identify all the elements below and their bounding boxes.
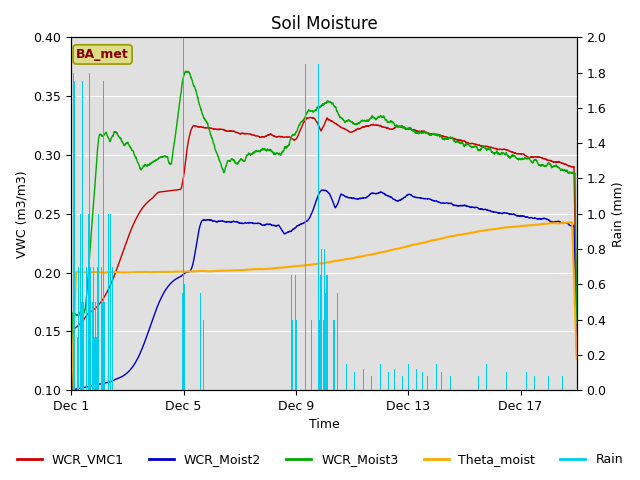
Y-axis label: VWC (m3/m3): VWC (m3/m3)	[15, 170, 28, 258]
Bar	[380, 364, 381, 390]
Bar	[311, 320, 312, 390]
Bar	[103, 214, 104, 390]
Bar	[498, 369, 499, 390]
Bar	[416, 369, 417, 390]
Bar	[104, 302, 105, 390]
Bar	[326, 276, 328, 390]
Bar	[88, 337, 89, 390]
Bar	[203, 320, 204, 390]
Bar	[321, 249, 322, 390]
Bar	[319, 320, 320, 390]
Bar	[402, 376, 403, 390]
Bar	[371, 376, 372, 390]
Bar	[478, 376, 479, 390]
Bar	[95, 302, 96, 390]
Bar	[92, 302, 93, 390]
Y-axis label: Rain (mm): Rain (mm)	[612, 181, 625, 247]
Bar	[305, 276, 307, 390]
Bar	[333, 276, 335, 390]
Bar	[86, 267, 87, 390]
Bar	[534, 376, 535, 390]
Bar	[73, 302, 74, 390]
Bar	[184, 284, 186, 390]
Bar	[291, 276, 292, 390]
Bar	[73, 72, 74, 390]
Bar	[88, 214, 89, 390]
Bar	[81, 302, 82, 390]
Bar	[394, 369, 395, 390]
X-axis label: Time: Time	[308, 419, 339, 432]
Bar	[346, 364, 347, 390]
Bar	[74, 82, 75, 390]
Text: BA_met: BA_met	[76, 48, 129, 61]
Bar	[291, 320, 292, 390]
Bar	[305, 64, 306, 390]
Bar	[333, 320, 334, 390]
Bar	[337, 293, 339, 390]
Bar	[306, 249, 307, 390]
Bar	[320, 276, 321, 390]
Bar	[77, 267, 79, 390]
Bar	[90, 320, 92, 390]
Bar	[337, 320, 339, 390]
Title: Soil Moisture: Soil Moisture	[271, 15, 378, 33]
Bar	[86, 267, 87, 390]
Bar	[363, 369, 364, 390]
Bar	[296, 320, 297, 390]
Bar	[294, 276, 296, 390]
Bar	[90, 267, 91, 390]
Bar	[110, 214, 111, 390]
Bar	[72, 82, 74, 390]
Bar	[81, 320, 82, 390]
Bar	[506, 372, 507, 390]
Bar	[83, 302, 84, 390]
Bar	[83, 302, 84, 390]
Bar	[324, 249, 325, 390]
Bar	[92, 337, 93, 390]
Bar	[325, 293, 326, 390]
Bar	[323, 320, 324, 390]
Bar	[525, 372, 527, 390]
Bar	[486, 364, 487, 390]
Bar	[96, 337, 97, 390]
Bar	[112, 267, 113, 390]
Bar	[334, 320, 335, 390]
Bar	[94, 337, 95, 390]
Bar	[97, 267, 98, 390]
Bar	[97, 320, 98, 390]
Bar	[450, 376, 451, 390]
Bar	[200, 293, 201, 390]
Bar	[109, 302, 111, 390]
Bar	[548, 376, 549, 390]
Bar	[183, 37, 184, 390]
Bar	[89, 320, 90, 390]
Bar	[108, 214, 109, 390]
Bar	[95, 320, 96, 390]
Bar	[93, 267, 94, 390]
Legend: WCR_VMC1, WCR_Moist2, WCR_Moist3, Theta_moist, Rain: WCR_VMC1, WCR_Moist2, WCR_Moist3, Theta_…	[12, 448, 628, 471]
Bar	[388, 372, 389, 390]
Bar	[101, 267, 102, 390]
Bar	[77, 337, 78, 390]
